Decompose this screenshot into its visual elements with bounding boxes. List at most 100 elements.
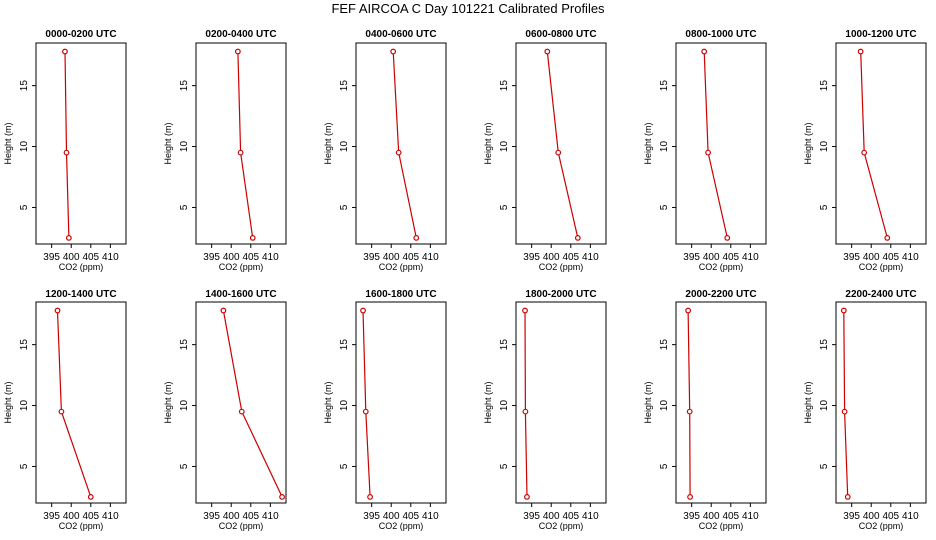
data-point [395,149,402,156]
data-point [844,494,851,500]
x-axis-label: CO2 (ppm) [859,521,904,531]
data-point [522,307,528,314]
x-tick-label: 410 [582,252,599,263]
x-tick-label: 410 [262,252,279,263]
panel-title: 0000-0200 UTC [45,29,116,40]
plot-frame [835,42,927,245]
y-tick-label: 5 [179,463,190,469]
x-axis-label: CO2 (ppm) [379,521,424,531]
x-tick-label: 400 [863,252,880,263]
y-axis-label: Height (m) [643,122,653,164]
x-tick-label: 410 [902,252,919,263]
x-tick-label: 395 [203,252,220,263]
x-tick-label: 400 [543,511,560,522]
y-axis-label: Height (m) [483,122,493,164]
y-tick-label: 15 [339,80,350,92]
y-tick-label: 15 [499,339,510,351]
y-tick-label: 10 [19,141,30,153]
data-point [58,408,65,415]
data-point [63,149,70,156]
y-tick-label: 10 [179,400,190,412]
data-point [62,48,68,55]
data-point [574,235,581,241]
y-axis-label: Height (m) [323,381,333,423]
y-tick-label: 5 [499,463,510,469]
y-tick-label: 10 [19,400,30,412]
y-axis-label: Height (m) [643,381,653,423]
panel-title: 0600-0800 UTC [525,29,596,40]
data-point [840,307,847,314]
data-point [524,494,530,500]
y-tick-label: 15 [339,339,350,351]
data-point [249,235,256,241]
x-tick-label: 400 [223,252,240,263]
x-tick-label: 395 [843,511,860,522]
y-tick-label: 10 [179,141,190,153]
x-axis-label: CO2 (ppm) [539,521,584,531]
x-tick-label: 410 [582,511,599,522]
y-tick-label: 5 [659,204,670,210]
y-tick-label: 10 [499,400,510,412]
x-tick-label: 405 [82,511,99,522]
x-tick-label: 405 [402,511,419,522]
y-tick-label: 5 [499,204,510,210]
plot-frame [835,301,927,504]
data-point [522,408,529,415]
y-axis-label: Height (m) [3,381,13,423]
data-point [234,48,241,55]
y-tick-label: 5 [339,463,350,469]
x-tick-label: 410 [262,511,279,522]
data-point [237,149,244,156]
x-tick-label: 405 [882,252,899,263]
x-tick-label: 410 [102,511,119,522]
panel-title: 1800-2000 UTC [525,289,596,300]
y-tick-label: 15 [179,339,190,351]
y-axis-label: Height (m) [483,381,493,423]
panel-title: 0800-1000 UTC [685,29,756,40]
y-tick-label: 10 [499,141,510,153]
x-tick-label: 395 [363,511,380,522]
y-tick-label: 10 [819,141,830,153]
data-point [705,149,711,156]
x-tick-label: 405 [722,252,739,263]
y-axis-label: Height (m) [803,381,813,423]
x-tick-label: 395 [683,511,700,522]
data-point [857,48,864,55]
plot-frame [35,301,127,504]
x-tick-label: 395 [203,511,220,522]
x-tick-label: 405 [82,252,99,263]
x-axis-label: CO2 (ppm) [699,262,744,272]
data-point [87,494,94,500]
y-tick-label: 10 [339,141,350,153]
y-axis-label: Height (m) [803,122,813,164]
x-tick-label: 395 [523,252,540,263]
data-point [685,307,692,314]
y-tick-label: 10 [659,400,670,412]
data-point [861,149,868,156]
plot-frame [195,42,287,245]
panel-title: 0400-0600 UTC [365,29,436,40]
x-tick-label: 400 [703,252,720,263]
y-tick-label: 15 [659,339,670,351]
y-tick-label: 5 [19,204,30,210]
panel-title: 1200-1400 UTC [45,289,116,300]
x-tick-label: 400 [703,511,720,522]
plot-frame [515,42,607,245]
data-point [65,235,72,241]
x-tick-label: 405 [242,511,259,522]
panel-9: 1600-1800 UTC 395 400 405 410 5 10 15 CO2 (ppm) H… [323,289,447,531]
x-tick-label: 395 [43,252,60,263]
x-axis-label: CO2 (ppm) [539,262,584,272]
y-tick-label: 10 [659,141,670,153]
x-tick-label: 400 [383,252,400,263]
x-tick-label: 410 [422,252,439,263]
data-point [841,408,848,415]
main-title: FEF AIRCOA C Day 101221 Calibrated Profi… [331,1,605,16]
data-point [279,494,285,500]
y-tick-label: 15 [819,339,830,351]
plot-frame [355,301,447,504]
x-tick-label: 405 [562,511,579,522]
panel-title: 1400-1600 UTC [205,289,276,300]
x-tick-label: 410 [102,252,119,263]
